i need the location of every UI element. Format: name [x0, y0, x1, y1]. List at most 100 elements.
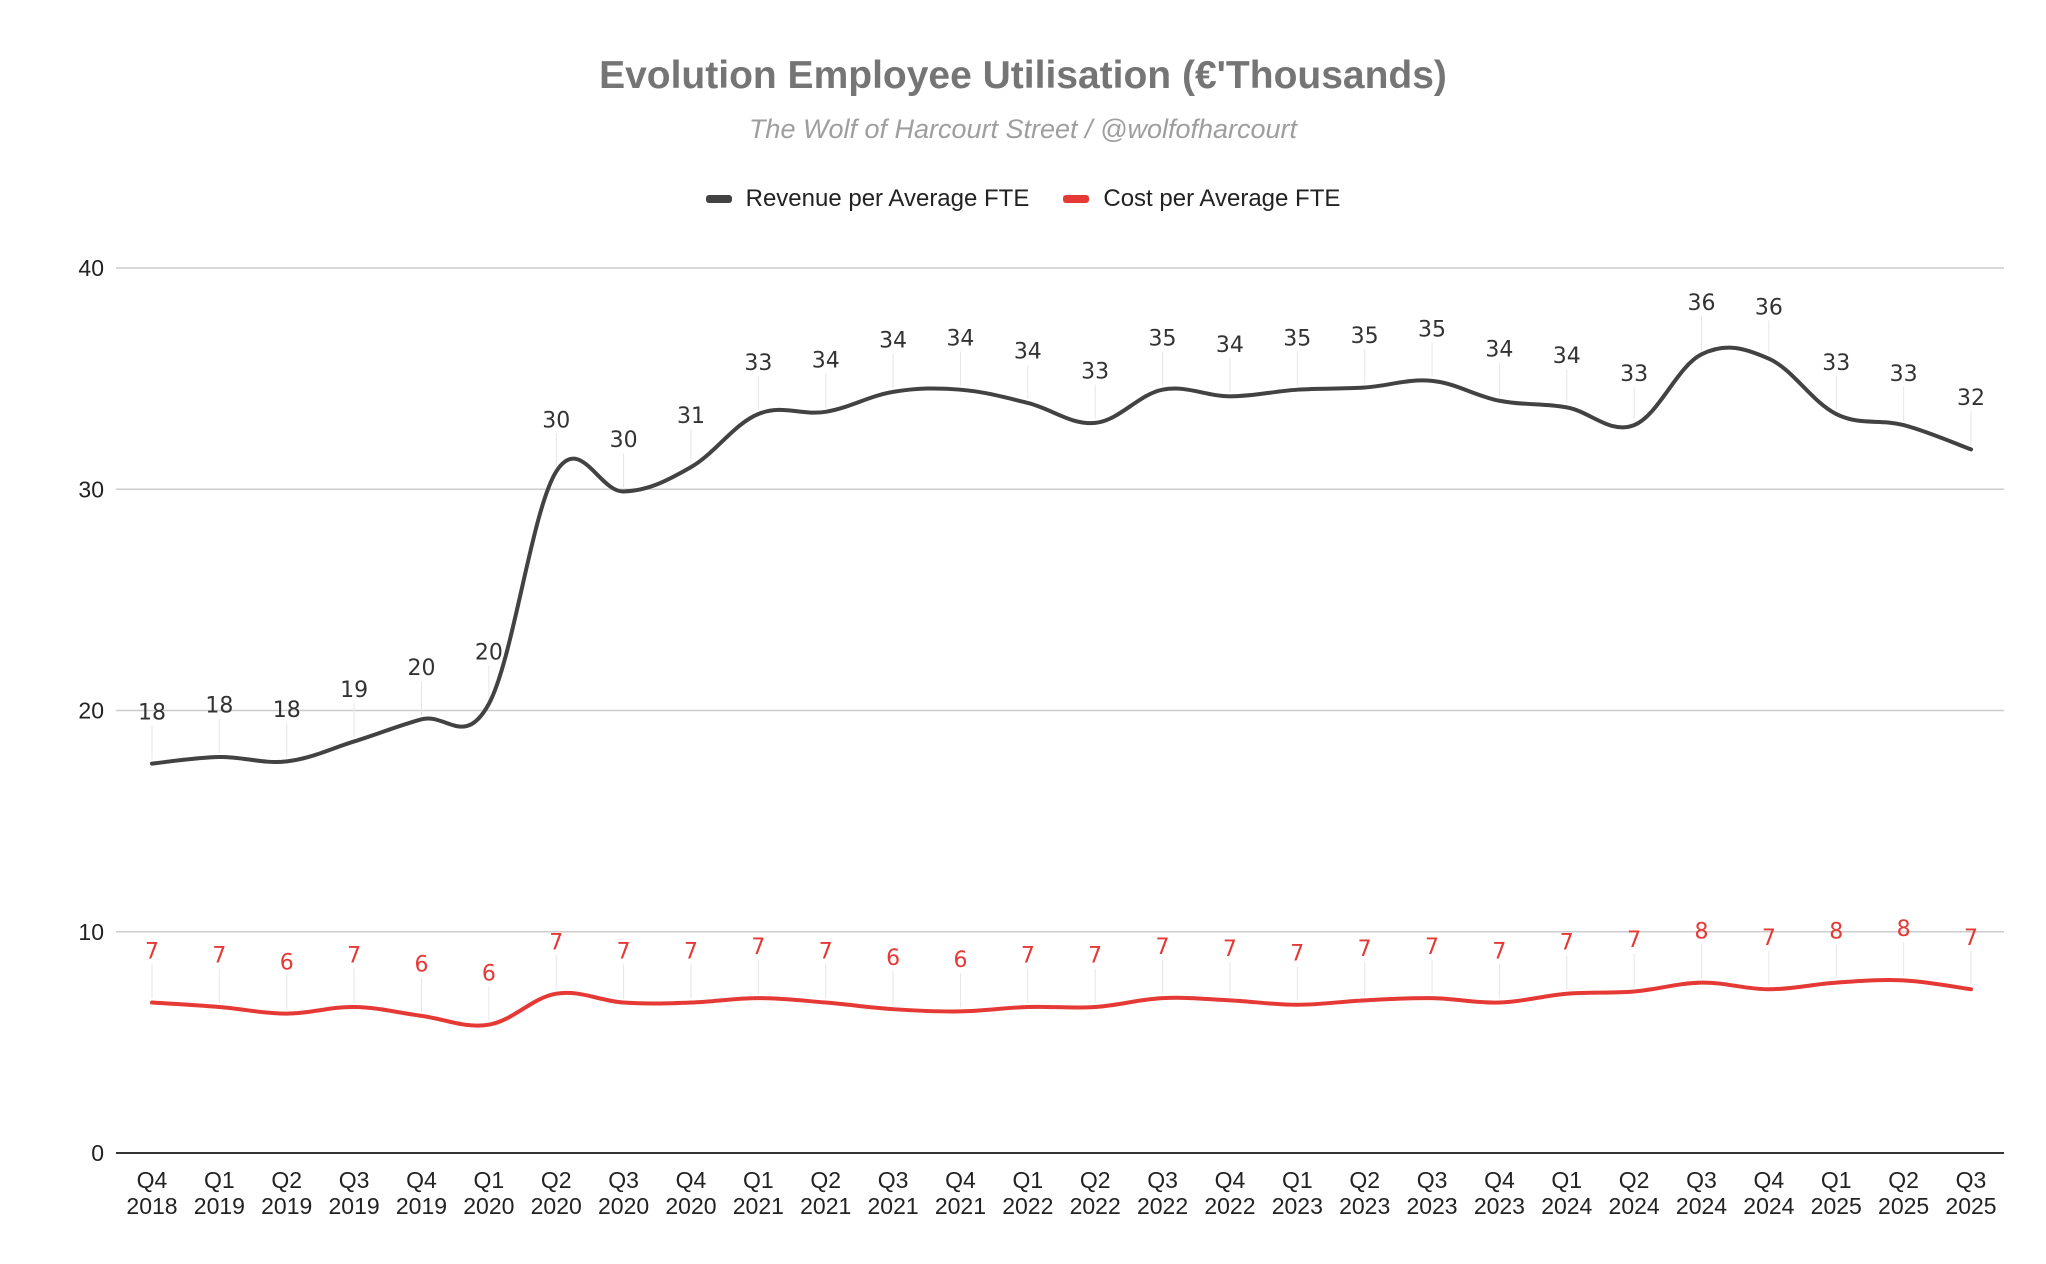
- x-tick-label-year: 2024: [1743, 1193, 1794, 1219]
- x-tick-label-quarter: Q1: [1551, 1167, 1582, 1193]
- x-tick-label-quarter: Q2: [271, 1167, 302, 1193]
- cost-data-label: 7: [1223, 937, 1237, 962]
- x-tick-label-quarter: Q1: [1012, 1167, 1043, 1193]
- series-lines: [150, 345, 1973, 1028]
- cost-data-label: 7: [145, 939, 159, 964]
- cost-data-label: 6: [414, 953, 428, 978]
- chart-subtitle: The Wolf of Harcourt Street / @wolfofhar…: [748, 114, 1298, 144]
- cost-data-label: 7: [617, 939, 631, 964]
- x-tick-label-quarter: Q2: [810, 1167, 841, 1193]
- x-tick-label-quarter: Q4: [945, 1167, 976, 1193]
- x-tick-label-year: 2019: [194, 1193, 245, 1219]
- revenue-data-label: 31: [677, 404, 705, 429]
- cost-data-label: 7: [549, 930, 563, 955]
- revenue-data-label: 34: [1485, 338, 1513, 363]
- cost-data-label: 8: [1695, 919, 1709, 944]
- cost-data-label: 7: [1964, 926, 1978, 951]
- x-tick-label-quarter: Q2: [1349, 1167, 1380, 1193]
- x-tick-label-quarter: Q4: [406, 1167, 437, 1193]
- y-tick-label: 20: [78, 698, 104, 724]
- legend-item-cost: Cost per Average FTE: [1063, 185, 1340, 213]
- cost-data-label: 7: [684, 939, 698, 964]
- gridlines: [116, 267, 2004, 933]
- x-tick-label-quarter: Q2: [1080, 1167, 1111, 1193]
- x-tick-label-quarter: Q3: [608, 1167, 639, 1193]
- cost-data-label: 7: [1627, 928, 1641, 953]
- cost-data-label: 7: [1492, 939, 1506, 964]
- revenue-data-label: 35: [1149, 326, 1177, 351]
- revenue-data-label: 36: [1688, 291, 1716, 316]
- x-tick-label-quarter: Q3: [1686, 1167, 1717, 1193]
- revenue-data-label: 20: [475, 641, 503, 666]
- x-tick-label-quarter: Q1: [204, 1167, 235, 1193]
- x-tick-label-quarter: Q3: [878, 1167, 909, 1193]
- revenue-data-label: 34: [946, 326, 974, 351]
- cost-data-label: 7: [212, 944, 226, 969]
- cost-data-label: 7: [347, 944, 361, 969]
- x-tick-label-year: 2025: [1878, 1193, 1929, 1219]
- revenue-data-label: 33: [744, 351, 772, 376]
- x-tick-label-year: 2023: [1272, 1193, 1323, 1219]
- revenue-data-label: 34: [1553, 344, 1581, 369]
- revenue-data-label: 34: [1216, 333, 1244, 358]
- x-tick-label-quarter: Q1: [1821, 1167, 1852, 1193]
- x-tick-label-year: 2022: [1070, 1193, 1121, 1219]
- revenue-data-label: 34: [1014, 340, 1042, 365]
- x-tick-label-year: 2022: [1002, 1193, 1053, 1219]
- cost-data-label: 7: [1358, 937, 1372, 962]
- x-tick-label-quarter: Q1: [1282, 1167, 1313, 1193]
- revenue-data-label: 33: [1620, 362, 1648, 387]
- x-tick-label-quarter: Q2: [541, 1167, 572, 1193]
- x-tick-label-year: 2022: [1137, 1193, 1188, 1219]
- x-tick-label-year: 2024: [1541, 1193, 1592, 1219]
- x-tick-label-year: 2020: [463, 1193, 514, 1219]
- revenue-data-label: 35: [1283, 326, 1311, 351]
- x-tick-label-year: 2025: [1945, 1193, 1996, 1219]
- revenue-data-label: 30: [542, 408, 570, 433]
- legend-label-revenue: Revenue per Average FTE: [745, 185, 1030, 212]
- cost-data-label: 7: [1290, 942, 1304, 967]
- cost-data-label: 6: [280, 950, 294, 975]
- x-tick-label-year: 2023: [1406, 1193, 1457, 1219]
- cost-data-label: 6: [482, 961, 496, 986]
- legend: Revenue per Average FTE Cost per Average…: [0, 185, 2046, 213]
- revenue-data-label: 18: [138, 700, 166, 725]
- y-tick-label: 0: [91, 1140, 104, 1166]
- x-tick-label-quarter: Q3: [1147, 1167, 1178, 1193]
- y-tick-label: 40: [78, 255, 104, 281]
- chart-title: Evolution Employee Utilisation (€'Thousa…: [599, 54, 1447, 97]
- x-tick-label-year: 2018: [126, 1193, 177, 1219]
- revenue-data-label: 33: [1081, 360, 1109, 385]
- cost-data-label: 7: [1762, 926, 1776, 951]
- cost-data-label: 7: [1560, 930, 1574, 955]
- x-tick-label-quarter: Q4: [676, 1167, 707, 1193]
- x-tick-label-quarter: Q2: [1619, 1167, 1650, 1193]
- revenue-data-label: 33: [1822, 351, 1850, 376]
- x-axis: Q42018Q12019Q22019Q32019Q42019Q12020Q220…: [116, 1152, 2004, 1219]
- x-tick-label-year: 2020: [665, 1193, 716, 1219]
- cost-series-line: [150, 978, 1973, 1028]
- cost-data-label: 7: [751, 935, 765, 960]
- data-labels: 18 18 18 19 20 20 30 30 31 33 34 34 34 34 33 35 34 35 35 35…: [138, 291, 1985, 986]
- x-tick-label-quarter: Q2: [1888, 1167, 1919, 1193]
- cost-data-label: 7: [1088, 944, 1102, 969]
- revenue-data-label: 35: [1418, 318, 1446, 343]
- legend-item-revenue: Revenue per Average FTE: [705, 185, 1030, 213]
- revenue-data-label: 35: [1351, 324, 1379, 349]
- revenue-data-label: 33: [1890, 362, 1918, 387]
- x-tick-label-year: 2019: [329, 1193, 380, 1219]
- cost-data-label: 7: [1021, 944, 1035, 969]
- cost-data-label: 8: [1897, 917, 1911, 942]
- revenue-series-line: [150, 345, 1973, 766]
- cost-data-label: 7: [819, 939, 833, 964]
- x-tick-label-year: 2024: [1676, 1193, 1727, 1219]
- label-leaders: [151, 316, 1972, 1021]
- x-tick-label-year: 2022: [1204, 1193, 1255, 1219]
- legend-swatch-revenue: [705, 195, 732, 203]
- x-tick-label-year: 2021: [800, 1193, 851, 1219]
- y-axis: 0 10 20 30 40: [78, 255, 104, 1166]
- x-tick-label-quarter: Q4: [1754, 1167, 1785, 1193]
- revenue-data-label: 18: [205, 694, 233, 719]
- x-tick-label-quarter: Q3: [1417, 1167, 1448, 1193]
- x-tick-label-quarter: Q1: [474, 1167, 505, 1193]
